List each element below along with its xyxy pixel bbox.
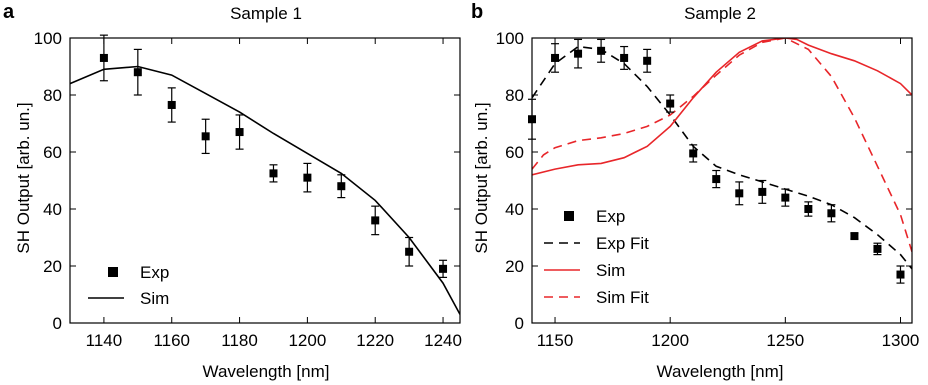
series-exp-point (167, 100, 176, 109)
series-exp-point (597, 46, 606, 55)
series-exp-fit-line (532, 45, 912, 270)
series-exp-point (620, 53, 629, 62)
panel-b-xlabel: Wavelength [nm] (657, 362, 784, 381)
series-exp-point (133, 68, 142, 77)
y-tick-label: 20 (43, 257, 62, 276)
legend-exp-label: Exp (596, 207, 625, 226)
legend-exp-swatch (108, 267, 118, 277)
series-exp-point (201, 132, 210, 141)
panel-b-label: b (471, 1, 483, 23)
series-exp-point (269, 169, 278, 178)
y-tick-label: 20 (505, 257, 524, 276)
series-exp-point (873, 244, 882, 253)
x-tick-label: 1300 (882, 331, 920, 350)
y-tick-label: 0 (53, 314, 62, 333)
series-exp-point (804, 205, 813, 213)
panel-a-xlabel: Wavelength [nm] (203, 362, 330, 381)
series-sim-fit-line (532, 38, 912, 253)
legend-sim-label: Sim (140, 289, 169, 308)
panel-a-title: Sample 1 (230, 4, 302, 23)
series-sim-line (70, 65, 460, 315)
series-exp-point (758, 187, 767, 196)
plot-area-a: 1140 1160 1180 1200 1220 1240 0 20 40 60 80 100 Exp S… (34, 29, 462, 350)
panel-b-ylabel: SH Output [arb. un.] (472, 102, 491, 253)
y-tick-label: 80 (43, 86, 62, 105)
x-tick-label: 1160 (153, 331, 190, 350)
series-exp-point (303, 173, 312, 182)
legend-sim-label: Sim (596, 261, 625, 280)
series-exp-point (99, 53, 108, 62)
panel-b-title: Sample 2 (684, 4, 756, 23)
plot-area-b: 1150 1200 1250 1300 0 20 40 60 80 100 Exp Exp Fit Si… (496, 29, 920, 350)
series-exp-point (574, 49, 583, 58)
x-tick-label: 1200 (288, 331, 326, 350)
y-tick-label: 100 (34, 29, 62, 48)
x-tick-label: 1220 (356, 331, 394, 350)
series-exp-point (405, 247, 414, 256)
legend-exp-fit-label: Exp Fit (596, 234, 649, 253)
x-tick-label: 1240 (424, 331, 462, 350)
y-tick-label: 60 (43, 143, 62, 162)
y-tick-label: 40 (43, 200, 62, 219)
panel-a-label: a (3, 1, 15, 23)
axes-frame (69, 37, 461, 324)
series-exp-point (551, 53, 560, 62)
series-exp-point (235, 128, 244, 137)
x-tick-label: 1200 (651, 331, 689, 350)
y-tick-label: 80 (505, 86, 524, 105)
y-tick-label: 100 (496, 29, 524, 48)
y-tick-label: 0 (515, 314, 524, 333)
series-group (70, 65, 460, 315)
series-exp-point (666, 99, 675, 108)
series-group (532, 38, 912, 270)
x-tick-label: 1180 (221, 331, 258, 350)
series-exp-point (643, 56, 652, 65)
series-sim-line (532, 38, 912, 176)
y-tick-label: 60 (505, 143, 524, 162)
legend-exp-swatch (564, 211, 574, 221)
series-exp-point (781, 193, 790, 202)
legend-sim-fit-label: Sim Fit (596, 288, 649, 307)
series-exp-point (735, 189, 744, 198)
axes-frame (531, 37, 913, 324)
series-exp-point (850, 232, 859, 241)
series-exp-point (827, 209, 836, 218)
x-tick-label: 1150 (537, 331, 574, 350)
panel-a-ylabel: SH Output [arb. un.] (14, 102, 33, 253)
series-exp-point (337, 182, 346, 191)
x-tick-label: 1250 (766, 331, 804, 350)
y-tick-label: 40 (505, 200, 524, 219)
legend-exp-label: Exp (140, 263, 169, 282)
series-exp-point (371, 216, 380, 225)
x-tick-label: 1140 (86, 331, 123, 350)
series-exp-point (896, 270, 905, 279)
series-exp-point (689, 149, 698, 158)
series-exp-point (439, 264, 448, 273)
series-exp-point (712, 175, 721, 184)
